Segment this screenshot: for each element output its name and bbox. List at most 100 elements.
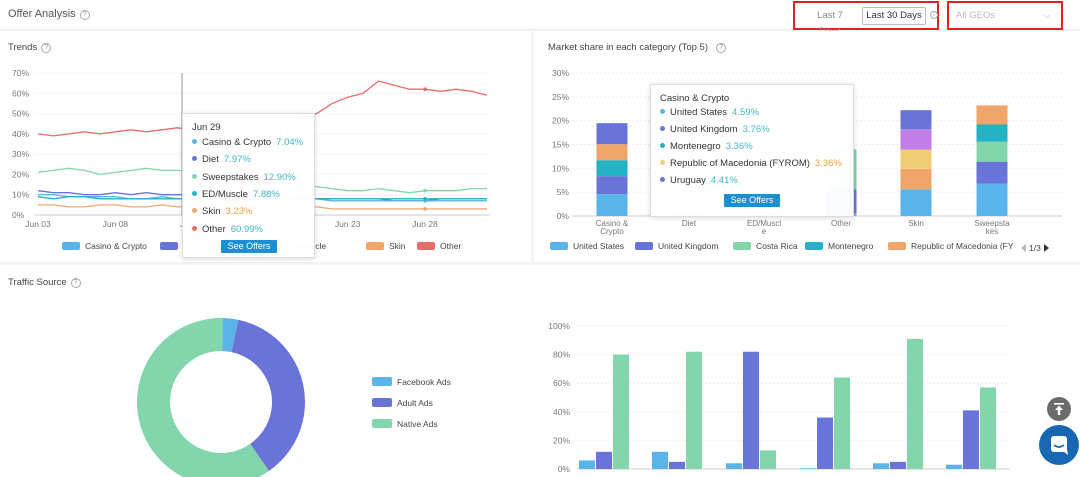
tooltip-row: Skin 3.23% (192, 206, 252, 219)
traffic-bar[interactable] (579, 460, 595, 469)
legend-item[interactable]: Casino & Crypto (62, 241, 147, 253)
traffic-bar[interactable] (800, 468, 816, 469)
traffic-source-panel: Traffic Source? 0% 20% 40% 60% 80% 100% Faceb… (0, 265, 1080, 477)
market-bar-segment[interactable] (596, 144, 628, 161)
help-icon[interactable]: ? (79, 10, 90, 20)
tooltip-row: Uruguay 4.41% (660, 175, 738, 188)
market-subtitle: (Top 5) (678, 42, 709, 53)
market-bar-segment[interactable] (596, 194, 628, 216)
range-last-7-days-button[interactable]: Last 7 Days (817, 10, 843, 37)
tooltip-label: Republic of Macedonia (FYROM) (670, 158, 810, 169)
tooltip-value: 7.04% (276, 137, 304, 148)
market-bar-segment[interactable] (900, 129, 932, 150)
market-bar-segment[interactable] (900, 168, 932, 190)
geo-select[interactable]: All GEOs ⌵ (956, 8, 1056, 24)
see-offers-button[interactable]: See Offers (724, 194, 780, 207)
traffic-bar[interactable] (596, 451, 612, 469)
traffic-bar[interactable] (946, 464, 962, 469)
tooltip-label: Montenegro (670, 141, 721, 152)
traffic-bar[interactable] (873, 463, 889, 469)
chat-button[interactable] (1039, 425, 1079, 465)
legend-label: Republic of Macedonia (FY (911, 241, 1014, 251)
legend-item[interactable]: Republic of Macedonia (FY (888, 241, 1014, 253)
market-bar-segment[interactable] (596, 123, 628, 145)
y-tick-label: 0% (12, 210, 25, 220)
x-tick-label: Crypto (600, 227, 624, 236)
legend-label: Skin (389, 241, 406, 251)
traffic-title-text: Traffic Source (8, 277, 67, 288)
y-tick-label: 80% (553, 350, 570, 360)
legend-item[interactable]: Skin (366, 241, 406, 253)
range-last-30-days-button[interactable]: Last 30 Days (862, 7, 926, 25)
traffic-bar[interactable] (669, 461, 685, 469)
legend-item[interactable]: Native Ads (372, 419, 438, 431)
traffic-bar[interactable] (760, 450, 776, 469)
y-tick-label: 20% (553, 435, 570, 445)
traffic-bar[interactable] (834, 377, 850, 469)
traffic-bar[interactable] (907, 338, 923, 469)
trend-point[interactable] (423, 207, 427, 211)
traffic-bar[interactable] (817, 417, 833, 469)
y-tick-label: 20% (552, 116, 569, 126)
legend-item[interactable] (160, 241, 183, 253)
market-bar-segment[interactable] (596, 176, 628, 195)
legend-swatch (372, 419, 392, 428)
market-bar-segment[interactable] (976, 124, 1008, 142)
help-icon[interactable]: ? (70, 278, 81, 288)
traffic-bar[interactable] (743, 351, 759, 469)
back-to-top-button[interactable] (1047, 397, 1071, 421)
pager-prev-icon[interactable] (1021, 244, 1026, 252)
traffic-bar[interactable] (963, 410, 979, 469)
legend-item[interactable]: United States (550, 241, 624, 253)
y-tick-label: 10% (552, 163, 569, 173)
market-bar-segment[interactable] (900, 149, 932, 169)
traffic-bar[interactable] (613, 354, 629, 469)
trend-point[interactable] (423, 196, 427, 201)
market-bar-segment[interactable] (976, 183, 1008, 216)
market-bar-segment[interactable] (976, 105, 1008, 125)
y-tick-label: 30% (12, 149, 29, 159)
help-icon[interactable]: ? (716, 43, 727, 53)
arrow-up-icon (1054, 403, 1064, 415)
traffic-bar[interactable] (726, 463, 742, 469)
legend-item[interactable]: Other (417, 241, 461, 253)
donut-slice-facebook-ads[interactable] (222, 318, 239, 353)
traffic-title: Traffic Source? (8, 277, 81, 288)
see-offers-button[interactable]: See Offers (221, 240, 277, 253)
legend-item[interactable]: Adult Ads (372, 398, 433, 410)
tooltip-dot (192, 139, 197, 144)
legend-item[interactable]: Costa Rica (733, 241, 798, 253)
donut-slice-adult-ads[interactable] (231, 319, 306, 471)
pager-next-icon[interactable] (1043, 244, 1049, 252)
info-icon[interactable]: i (930, 11, 938, 19)
legend-item[interactable]: United Kingdom (635, 241, 718, 253)
market-title-text: Market share in each category (548, 42, 676, 53)
trend-point[interactable] (423, 87, 427, 92)
market-bar-segment[interactable] (900, 110, 932, 130)
legend-item[interactable]: Montenegro (805, 241, 873, 253)
legend-swatch (888, 242, 906, 250)
market-bar-segment[interactable] (976, 141, 1008, 162)
tooltip-value: 3.23% (225, 206, 253, 218)
x-tick-label: ED/Muscl (747, 219, 781, 228)
market-bar-segment[interactable] (900, 189, 932, 216)
traffic-bar[interactable] (652, 451, 668, 469)
donut-slice-native-ads[interactable] (137, 318, 270, 477)
legend-label: Montenegro (828, 241, 874, 251)
market-tooltip: Casino & Crypto See Offers United States… (650, 84, 854, 217)
help-icon[interactable]: ? (41, 43, 52, 53)
market-bar-segment[interactable] (596, 160, 628, 177)
traffic-bar[interactable] (686, 351, 702, 469)
y-tick-label: 0% (558, 464, 571, 474)
traffic-bar[interactable] (980, 387, 996, 469)
legend-swatch (62, 242, 80, 250)
y-tick-label: 10% (12, 190, 29, 200)
legend-label: United States (573, 241, 625, 251)
market-bar-segment[interactable] (976, 161, 1008, 184)
tooltip-dot (192, 208, 197, 214)
y-tick-label: 40% (553, 407, 570, 417)
legend-item[interactable]: Facebook Ads (372, 377, 451, 389)
trend-point[interactable] (423, 188, 427, 193)
tooltip-value: 4.41% (710, 175, 738, 186)
traffic-bar[interactable] (890, 461, 906, 469)
